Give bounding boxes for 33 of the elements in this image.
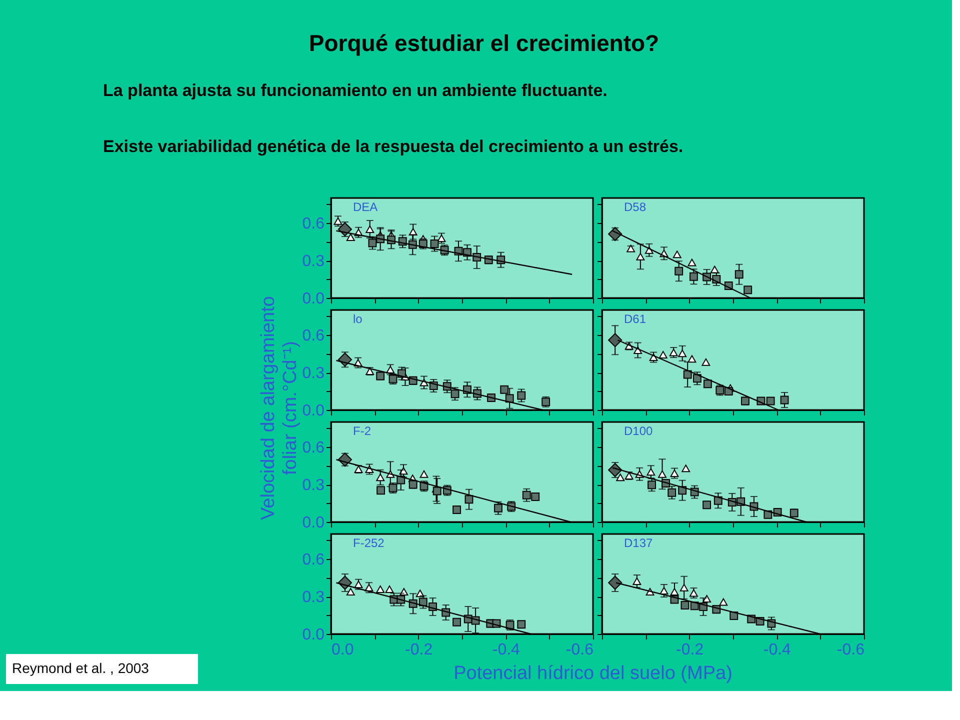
y-tick-label: 0.6 bbox=[302, 328, 325, 344]
x-tick-label: -0.4 bbox=[763, 642, 792, 658]
y-axis-title: Velocidad de alargamiento foliar (cm.°Cd⁻¹) bbox=[258, 296, 301, 520]
text: La planta ajusta su funcionamiento en un ambiente fluctuante. bbox=[103, 81, 608, 100]
chart-title: F-252 bbox=[353, 536, 385, 550]
x-tick-label: -0.2 bbox=[405, 642, 433, 658]
x-tick-label: -0.6 bbox=[836, 642, 865, 658]
x-tick-label: -0.4 bbox=[492, 642, 520, 658]
y-tick-label: 0.3 bbox=[302, 477, 325, 494]
y-tick-label: 0.0 bbox=[302, 290, 325, 308]
y-tick-label: 0.3 bbox=[302, 365, 325, 382]
y-tick-label: 0.6 bbox=[302, 552, 325, 568]
y-tick-label: 0.3 bbox=[302, 253, 325, 270]
x-tick-label: -0.6 bbox=[566, 642, 594, 658]
x-tick-label: -0.2 bbox=[676, 642, 704, 658]
text: Reymond et al. , 2003 bbox=[12, 660, 150, 676]
chart-title: DEA bbox=[353, 200, 378, 214]
chart-title: D100 bbox=[624, 424, 654, 438]
y-tick-label: 0.0 bbox=[302, 514, 325, 532]
y-tick-label: 0.6 bbox=[302, 440, 325, 456]
x-axis-title: Potencial hídrico del suelo (MPa) bbox=[454, 663, 732, 684]
chart-title: F-2 bbox=[353, 424, 372, 438]
chart-title: D61 bbox=[624, 312, 646, 326]
text: Existe variabilidad genética de la respuesta del crecimiento a un estrés. bbox=[103, 137, 684, 156]
text: Porqué estudiar el crecimiento? bbox=[308, 30, 660, 56]
y-tick-label: 0.0 bbox=[302, 402, 325, 420]
x-tick-label: 0.0 bbox=[332, 642, 354, 658]
chart-title: lo bbox=[353, 312, 363, 326]
chart-title: D137 bbox=[624, 536, 654, 550]
y-tick-label: 0.3 bbox=[302, 589, 325, 606]
y-tick-label: 0.6 bbox=[302, 216, 325, 232]
chart-title: D58 bbox=[624, 200, 646, 214]
y-tick-label: 0.0 bbox=[302, 626, 325, 644]
